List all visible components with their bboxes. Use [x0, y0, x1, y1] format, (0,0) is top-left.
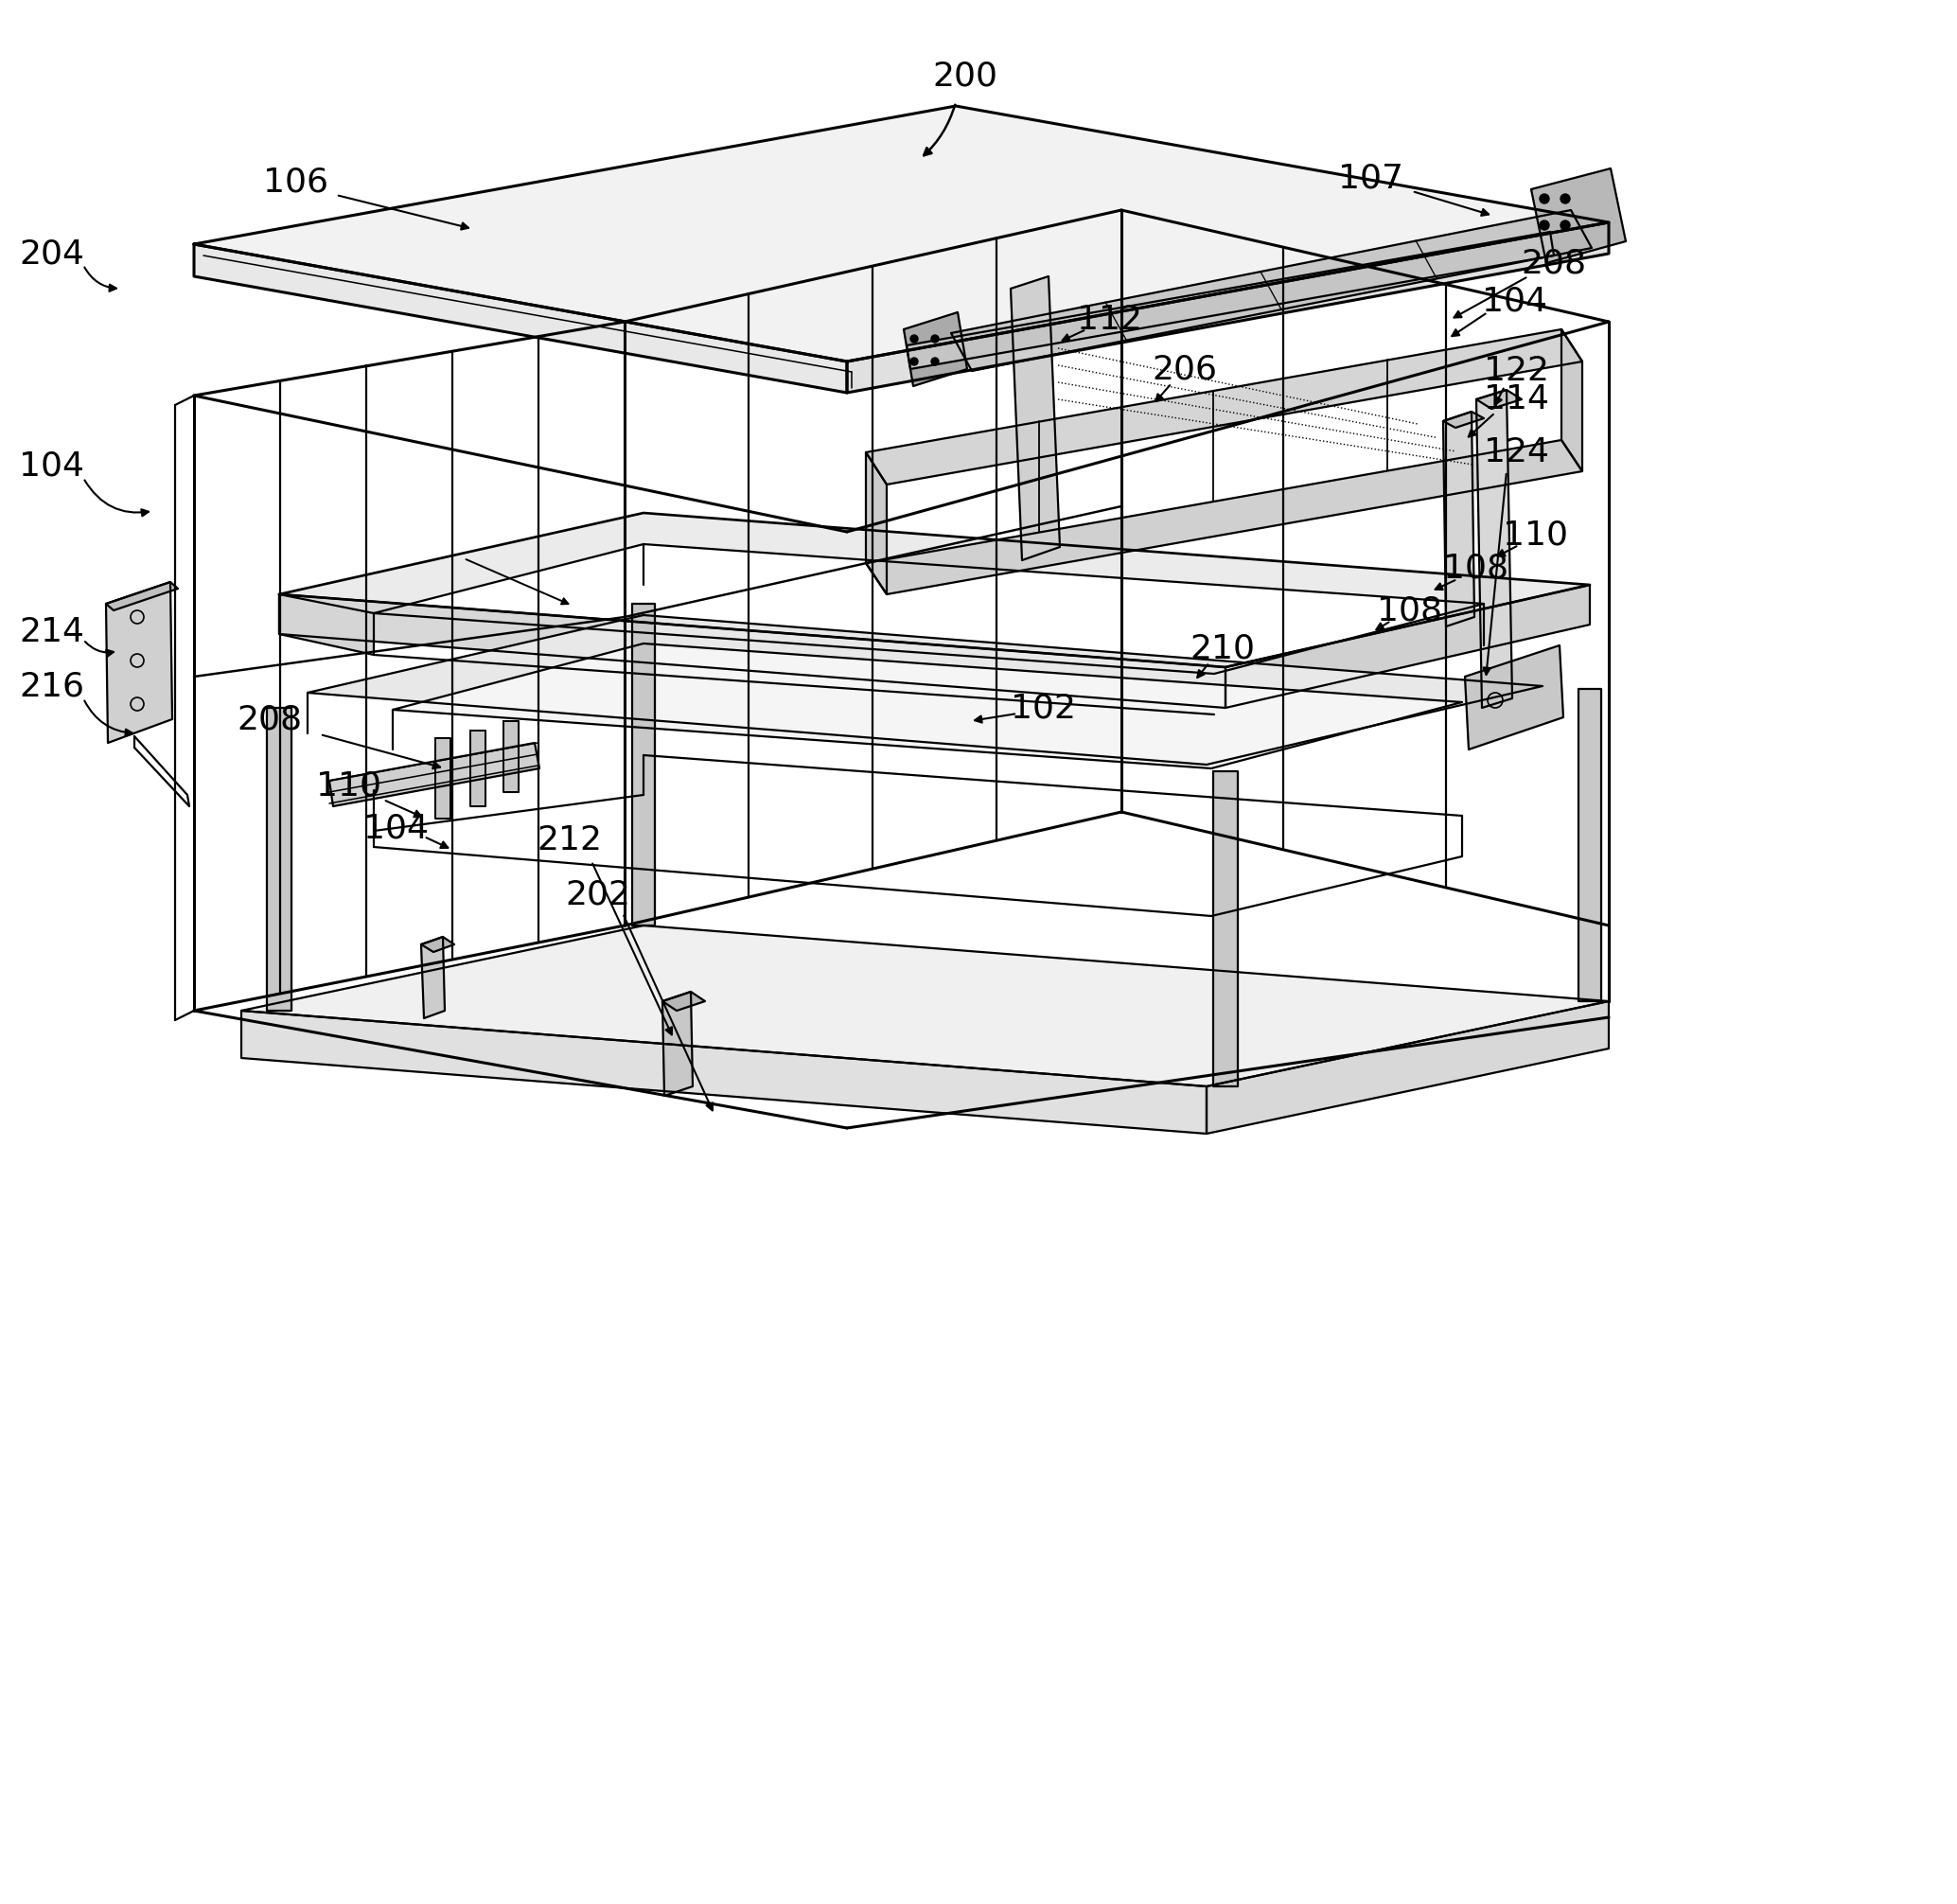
Polygon shape	[106, 583, 178, 611]
Polygon shape	[904, 312, 967, 387]
Polygon shape	[1213, 771, 1237, 1087]
Text: 208: 208	[1521, 248, 1587, 280]
Polygon shape	[280, 594, 374, 655]
Polygon shape	[266, 708, 292, 1011]
Polygon shape	[632, 604, 656, 925]
Text: 107: 107	[1339, 162, 1403, 194]
Text: 108: 108	[1378, 594, 1442, 626]
Text: 212: 212	[536, 824, 603, 857]
Polygon shape	[1476, 390, 1513, 708]
Polygon shape	[865, 453, 887, 594]
Polygon shape	[421, 937, 444, 1019]
Polygon shape	[865, 329, 1583, 484]
Text: 104: 104	[1481, 286, 1546, 318]
Text: 110: 110	[315, 769, 382, 802]
Polygon shape	[865, 440, 1583, 594]
Polygon shape	[661, 992, 705, 1011]
Polygon shape	[393, 644, 1462, 769]
Polygon shape	[1442, 411, 1483, 428]
Polygon shape	[194, 244, 847, 392]
Text: 206: 206	[1153, 352, 1217, 385]
Polygon shape	[1530, 168, 1626, 263]
Text: 104: 104	[20, 449, 84, 482]
Polygon shape	[280, 512, 1589, 666]
Polygon shape	[1010, 276, 1061, 560]
Polygon shape	[194, 107, 1609, 362]
Polygon shape	[951, 209, 1591, 371]
Polygon shape	[374, 545, 1483, 674]
Circle shape	[932, 358, 939, 366]
Polygon shape	[1207, 1002, 1609, 1133]
Text: 200: 200	[933, 59, 998, 91]
Circle shape	[1560, 221, 1570, 230]
Polygon shape	[1562, 329, 1583, 472]
Text: 108: 108	[1444, 552, 1509, 585]
Circle shape	[1540, 194, 1550, 204]
Polygon shape	[1476, 390, 1523, 409]
Circle shape	[1540, 221, 1550, 230]
Text: 106: 106	[262, 166, 329, 198]
Text: 122: 122	[1483, 354, 1548, 387]
Text: 202: 202	[566, 878, 630, 910]
Text: 210: 210	[1190, 632, 1254, 664]
Circle shape	[932, 335, 939, 343]
Text: 110: 110	[1503, 518, 1568, 550]
Polygon shape	[241, 925, 1609, 1087]
Polygon shape	[329, 743, 540, 805]
Text: 104: 104	[362, 811, 429, 843]
Text: 102: 102	[1010, 691, 1076, 724]
Polygon shape	[470, 731, 485, 805]
Polygon shape	[307, 615, 1542, 765]
Polygon shape	[1466, 645, 1564, 750]
Text: 112: 112	[1076, 305, 1141, 335]
Text: 124: 124	[1483, 436, 1548, 468]
Text: 216: 216	[20, 670, 84, 703]
Polygon shape	[847, 223, 1609, 392]
Text: 214: 214	[20, 617, 84, 647]
Polygon shape	[434, 739, 450, 819]
Polygon shape	[1225, 585, 1589, 708]
Polygon shape	[280, 594, 1225, 708]
Polygon shape	[661, 992, 693, 1097]
Circle shape	[910, 358, 918, 366]
Circle shape	[1560, 194, 1570, 204]
Circle shape	[910, 335, 918, 343]
Polygon shape	[1579, 689, 1601, 1002]
Text: 114: 114	[1483, 383, 1548, 415]
Text: 204: 204	[20, 238, 84, 270]
Polygon shape	[421, 937, 454, 952]
Polygon shape	[503, 722, 519, 792]
Text: 208: 208	[237, 703, 303, 735]
Polygon shape	[241, 1011, 1207, 1133]
Polygon shape	[106, 583, 172, 743]
Polygon shape	[1442, 411, 1474, 626]
Polygon shape	[906, 232, 1554, 369]
